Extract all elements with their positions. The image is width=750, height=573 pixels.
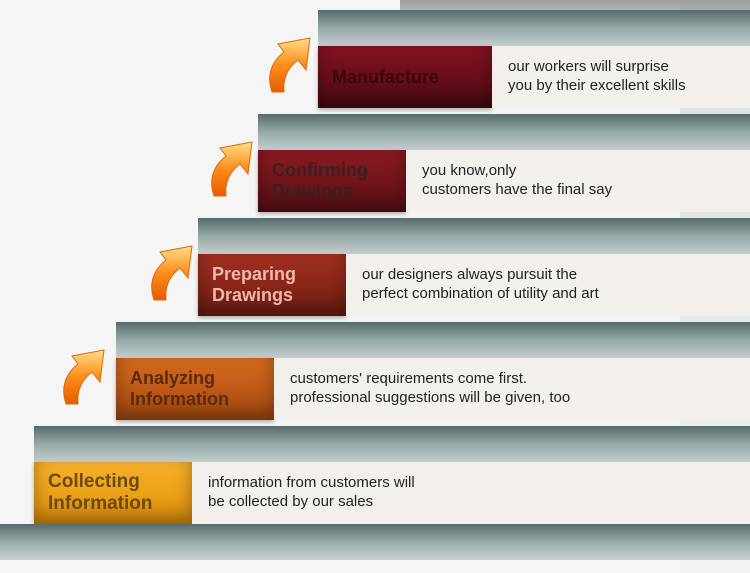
desc-box-1: information from customers will be colle… [192, 462, 750, 524]
arrow-3-icon [136, 238, 206, 308]
label-2-line1: Analyzing [130, 368, 260, 389]
label-box-3: Preparing Drawings [198, 254, 346, 316]
desc-box-2: customers' requirements come first. prof… [274, 358, 750, 420]
label-box-4: Confirming Drawings [258, 150, 406, 212]
label-3-line1: Preparing [212, 264, 332, 285]
label-5-line1: Manufacture [332, 67, 478, 88]
label-1-line2: Information [48, 493, 178, 515]
label-4-line2: Drawings [272, 181, 392, 202]
desc-4-line2: customers have the final say [422, 181, 734, 200]
desc-2-line2: professional suggestions will be given, … [290, 389, 734, 408]
platform-5 [318, 10, 750, 48]
riser-1: Collecting Information information from … [34, 462, 750, 524]
platform-3 [198, 218, 750, 256]
label-2-line2: Information [130, 389, 260, 410]
label-1-line1: Collecting [48, 471, 178, 493]
platform-0 [0, 524, 750, 560]
label-box-1: Collecting Information [34, 462, 192, 524]
desc-5-line1: our workers will surprise [508, 58, 734, 77]
riser-4: Confirming Drawings you know,only custom… [258, 150, 750, 212]
desc-box-5: our workers will surprise you by their e… [492, 46, 750, 108]
staircase-diagram: Manufacture our workers will surprise yo… [0, 0, 750, 573]
desc-box-3: our designers always pursuit the perfect… [346, 254, 750, 316]
desc-5-line2: you by their excellent skills [508, 77, 734, 96]
arrow-5-icon [254, 30, 324, 100]
platform-1 [34, 426, 750, 464]
riser-2: Analyzing Information customers' require… [116, 358, 750, 420]
label-box-5: Manufacture [318, 46, 492, 108]
label-box-2: Analyzing Information [116, 358, 274, 420]
riser-3: Preparing Drawings our designers always … [198, 254, 750, 316]
label-4-line1: Confirming [272, 160, 392, 181]
riser-5: Manufacture our workers will surprise yo… [318, 46, 750, 108]
desc-1-line2: be collected by our sales [208, 493, 734, 512]
desc-3-line1: our designers always pursuit the [362, 266, 734, 285]
desc-1-line1: information from customers will [208, 474, 734, 493]
arrow-2-icon [48, 342, 118, 412]
desc-2-line1: customers' requirements come first. [290, 370, 734, 389]
arrow-4-icon [196, 134, 266, 204]
desc-4-line1: you know,only [422, 162, 734, 181]
desc-3-line2: perfect combination of utility and art [362, 285, 734, 304]
platform-4 [258, 114, 750, 152]
platform-2 [116, 322, 750, 360]
label-3-line2: Drawings [212, 285, 332, 306]
desc-box-4: you know,only customers have the final s… [406, 150, 750, 212]
